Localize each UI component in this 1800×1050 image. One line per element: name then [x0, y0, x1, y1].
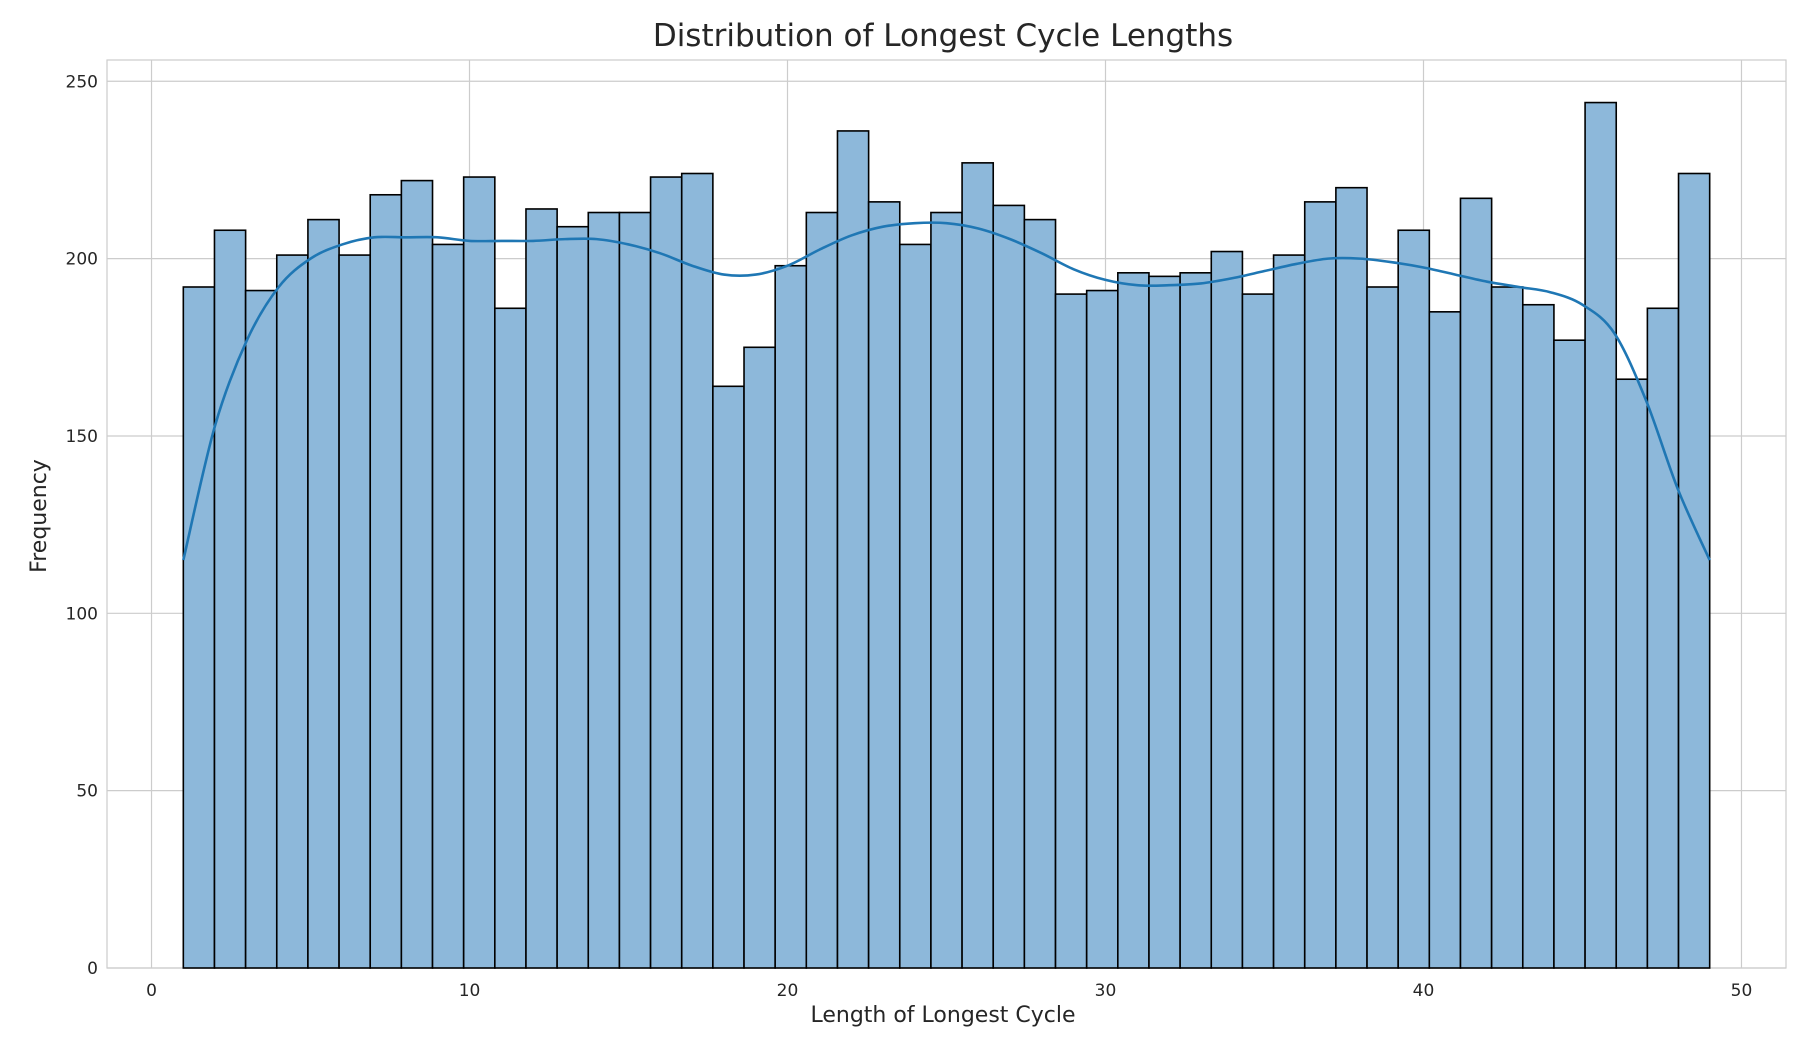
histogram-bar-23	[867, 201, 901, 969]
histogram-bar-11	[494, 307, 527, 969]
histogram-bar-28	[1023, 218, 1057, 969]
x-tick-labels: 0 10 20 30 40 50	[146, 981, 1752, 1001]
histogram-bar-39	[1366, 286, 1399, 969]
histogram-bar-2	[213, 229, 247, 969]
y-axis-title: Frequency	[27, 459, 52, 573]
histogram-bar-6	[338, 254, 372, 969]
histogram-bar-19	[743, 346, 776, 969]
x-tick-label-40: 40	[1413, 981, 1435, 1001]
histogram-bar-17	[680, 172, 714, 969]
histogram-bar-5	[307, 218, 340, 969]
y-tick-label-150: 150	[66, 427, 98, 447]
kde-density-line	[182, 221, 1711, 561]
histogram-bar-22	[836, 130, 870, 969]
histogram-bar-24	[898, 243, 932, 969]
y-tick-label-250: 250	[66, 72, 98, 92]
histogram-bar-45	[1553, 339, 1586, 969]
histogram-bar-47	[1615, 378, 1649, 969]
y-tick-label-100: 100	[66, 604, 98, 624]
histogram-bar-7	[369, 193, 403, 969]
histogram-bar-32	[1148, 275, 1181, 969]
histogram-bar-15	[618, 211, 652, 969]
histogram-bar-46	[1584, 101, 1618, 969]
x-tick-label-50: 50	[1731, 981, 1753, 1001]
histogram-bar-38	[1335, 186, 1368, 969]
x-tick-label-10: 10	[459, 981, 481, 1001]
y-tick-label-50: 50	[76, 782, 98, 802]
histogram-bar-49	[1677, 172, 1711, 969]
x-tick-label-20: 20	[777, 981, 799, 1001]
y-tick-labels: 0 50 100 150 200 250	[66, 72, 98, 979]
y-tick-label-0: 0	[87, 959, 98, 979]
histogram-bars	[182, 101, 1711, 969]
histogram-bar-20	[774, 264, 808, 969]
histogram-bar-43	[1490, 286, 1524, 969]
histogram-bar-14	[587, 211, 621, 969]
y-tick-label-200: 200	[66, 250, 98, 270]
histogram-bar-26	[961, 162, 995, 969]
histogram-bar-42	[1459, 197, 1493, 969]
histogram-bar-34	[1210, 250, 1244, 969]
chart-title: Distribution of Longest Cycle Lengths	[653, 18, 1233, 54]
histogram-bar-29	[1054, 293, 1088, 969]
histogram-bar-36	[1272, 254, 1306, 969]
histogram-bar-16	[649, 176, 683, 969]
histogram-bar-33	[1179, 272, 1213, 969]
histogram-bar-8	[400, 179, 434, 969]
histogram-bar-18	[712, 385, 745, 969]
histogram-bar-40	[1397, 229, 1431, 969]
histogram-bar-21	[805, 211, 839, 969]
histogram-bar-35	[1241, 293, 1275, 969]
histogram-bar-44	[1521, 303, 1555, 969]
histogram-bar-12	[525, 208, 558, 969]
x-tick-label-30: 30	[1095, 981, 1117, 1001]
histogram-bar-25	[930, 211, 963, 969]
histogram-bar-3	[244, 289, 278, 969]
x-axis-title: Length of Longest Cycle	[810, 1003, 1075, 1028]
histogram-bar-31	[1117, 272, 1150, 969]
histogram-bar-37	[1303, 201, 1337, 969]
histogram-bar-10	[462, 176, 496, 969]
histogram-bar-9	[431, 243, 465, 969]
histogram-bar-48	[1646, 307, 1680, 969]
x-tick-label-0: 0	[146, 981, 157, 1001]
histogram-bar-13	[556, 225, 590, 969]
histogram-bar-4	[275, 254, 309, 969]
histogram-bar-1	[182, 286, 216, 969]
histogram-bar-27	[992, 204, 1026, 969]
histogram-bar-41	[1428, 311, 1462, 969]
histogram-bar-30	[1085, 289, 1119, 969]
